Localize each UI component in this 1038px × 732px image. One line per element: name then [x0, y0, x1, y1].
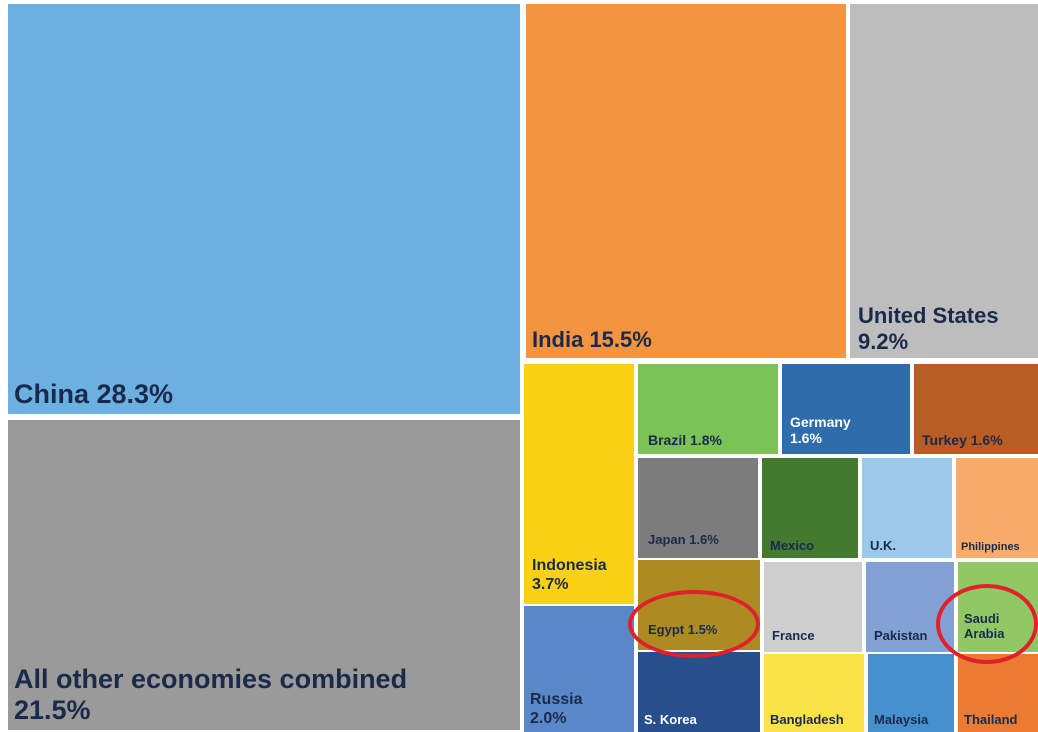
- treemap-cell-france: France: [764, 562, 862, 652]
- treemap-cell-s-korea: S. Korea: [638, 652, 760, 732]
- treemap-cell-india: India 15.5%: [526, 4, 846, 358]
- treemap-label-united-states: United States 9.2%: [858, 303, 999, 354]
- treemap-label-indonesia: Indonesia 3.7%: [532, 557, 607, 593]
- treemap-label-pakistan: Pakistan: [874, 628, 928, 644]
- treemap-label-france: France: [772, 628, 815, 644]
- treemap-cell-turkey: Turkey 1.6%: [914, 364, 1038, 454]
- treemap-label-malaysia: Malaysia: [874, 712, 929, 728]
- treemap-label-all-other-economies-combined: All other economies combined 21.5%: [14, 663, 408, 725]
- treemap-label-japan: Japan 1.6%: [648, 532, 719, 548]
- treemap-label-mexico: Mexico: [770, 538, 815, 554]
- treemap-label-germany: Germany 1.6%: [790, 413, 851, 446]
- treemap-label-turkey: Turkey 1.6%: [922, 431, 1003, 448]
- treemap-cell-china: China 28.3%: [8, 4, 520, 414]
- treemap-cell-u-k: U.K.: [862, 458, 952, 558]
- treemap-label-china: China 28.3%: [14, 378, 174, 409]
- treemap-cell-indonesia: Indonesia 3.7%: [524, 364, 634, 604]
- treemap-cell-russia: Russia 2.0%: [524, 606, 634, 732]
- treemap-label-russia: Russia 2.0%: [530, 691, 583, 727]
- treemap-label-philippines: Philippines: [961, 541, 1020, 554]
- treemap-cell-thailand: Thailand: [958, 654, 1038, 732]
- treemap-cell-bangladesh: Bangladesh: [764, 654, 864, 732]
- treemap-cell-saudi-arabia: Saudi Arabia: [958, 562, 1038, 652]
- treemap-cell-japan: Japan 1.6%: [638, 458, 758, 558]
- treemap-cell-pakistan: Pakistan: [866, 562, 954, 652]
- treemap-cell-all-other-economies-combined: All other economies combined 21.5%: [8, 420, 520, 730]
- treemap-cell-philippines: Philippines: [956, 458, 1038, 558]
- treemap-cell-malaysia: Malaysia: [868, 654, 954, 732]
- treemap-cell-brazil: Brazil 1.8%: [638, 364, 778, 454]
- treemap-label-bangladesh: Bangladesh: [770, 712, 844, 728]
- treemap-cell-mexico: Mexico: [762, 458, 858, 558]
- treemap-cell-united-states: United States 9.2%: [850, 4, 1038, 358]
- treemap-label-india: India 15.5%: [532, 326, 652, 352]
- treemap-label-egypt: Egypt 1.5%: [648, 622, 718, 638]
- treemap-cell-germany: Germany 1.6%: [782, 364, 910, 454]
- treemap-label-u-k: U.K.: [870, 538, 896, 554]
- treemap-label-s-korea: S. Korea: [644, 712, 697, 728]
- treemap-label-saudi-arabia: Saudi Arabia: [964, 611, 1005, 642]
- treemap-label-brazil: Brazil 1.8%: [648, 431, 722, 448]
- treemap-cell-egypt: Egypt 1.5%: [638, 560, 760, 650]
- treemap-label-thailand: Thailand: [964, 712, 1018, 728]
